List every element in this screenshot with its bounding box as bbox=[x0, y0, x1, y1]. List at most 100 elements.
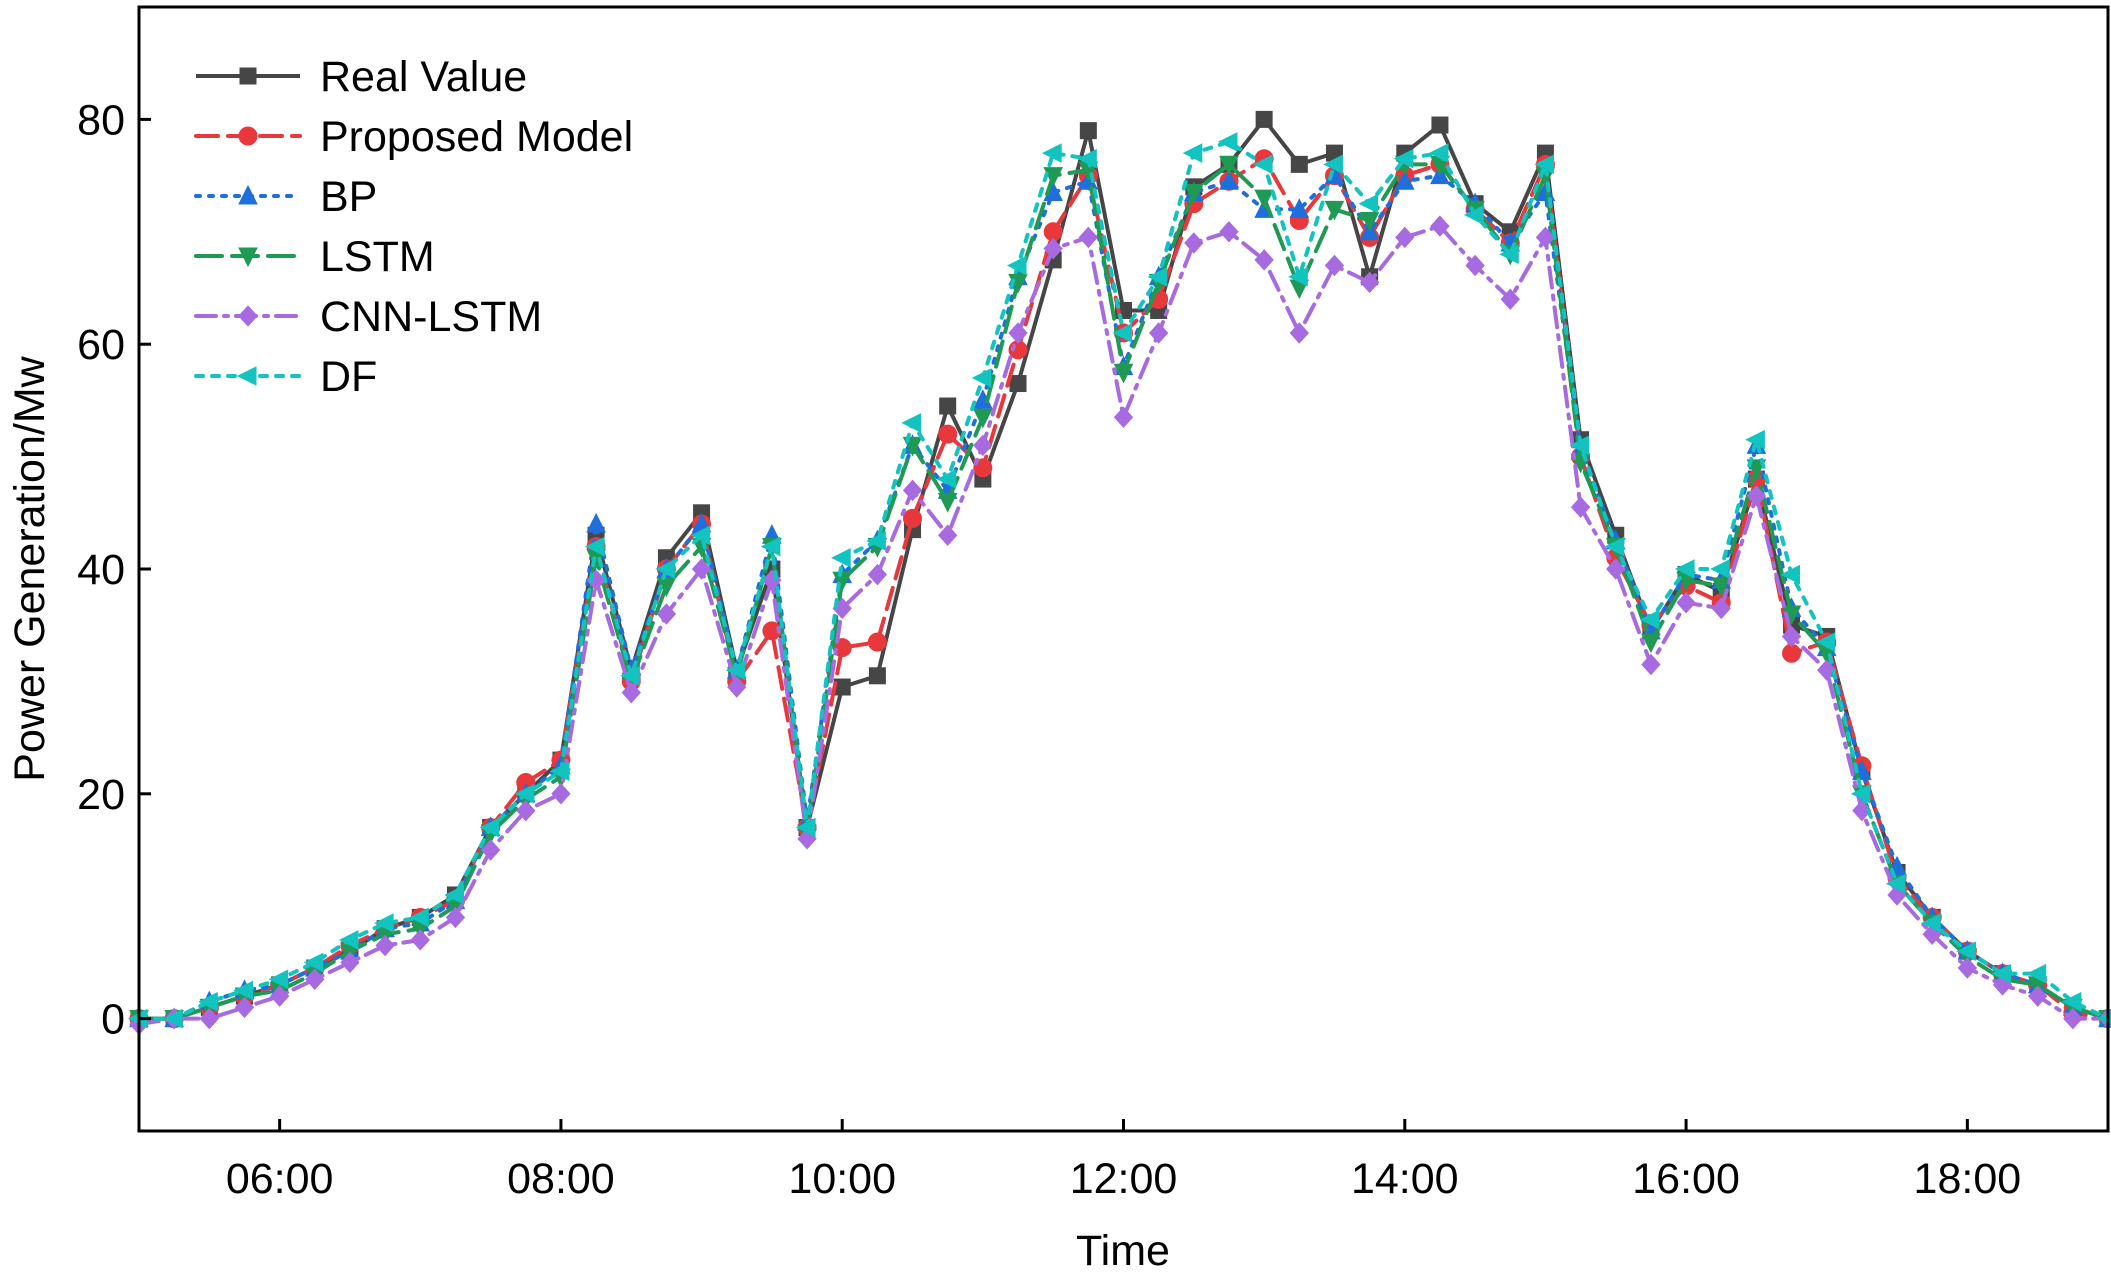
axis-ticks-layer: 06:00 08:00 10:00 12:00 14:00 16:00 18:00 0 20 40… bbox=[77, 96, 2021, 1203]
data-point-cnn-lstm bbox=[1219, 221, 1239, 243]
data-point-bp bbox=[1219, 170, 1239, 190]
data-point-df bbox=[1463, 205, 1484, 225]
data-point-df bbox=[1745, 429, 1765, 450]
data-point-cnn-lstm bbox=[234, 996, 255, 1019]
data-point-df bbox=[1288, 266, 1308, 287]
data-point-cnn-lstm bbox=[410, 929, 430, 951]
y-tick-label: 0 bbox=[101, 996, 125, 1044]
y-tick-label: 80 bbox=[77, 96, 125, 144]
data-point-lstm bbox=[1359, 212, 1380, 232]
x-tick-label: 18:00 bbox=[1914, 1155, 2022, 1203]
data-point-df bbox=[374, 913, 394, 933]
data-point-df bbox=[409, 907, 429, 928]
data-point-bp bbox=[1289, 198, 1310, 218]
data-point-cnn-lstm bbox=[1008, 322, 1028, 344]
data-point-real-value bbox=[868, 667, 886, 685]
legend-marker bbox=[236, 366, 257, 386]
data-point-cnn-lstm bbox=[973, 434, 993, 457]
legend-item-bp: BP bbox=[194, 173, 377, 221]
data-point-cnn-lstm bbox=[1781, 625, 1802, 648]
data-point-cnn-lstm bbox=[1957, 957, 1978, 979]
data-point-cnn-lstm bbox=[1500, 288, 1520, 310]
data-point-cnn-lstm bbox=[691, 558, 712, 580]
data-point-df bbox=[1182, 143, 1203, 163]
data-point-df bbox=[795, 817, 816, 838]
data-point-df bbox=[1534, 154, 1554, 175]
data-point-cnn-lstm bbox=[1676, 591, 1696, 614]
data-point-df bbox=[1639, 609, 1660, 630]
data-point-cnn-lstm bbox=[656, 603, 677, 625]
series-df bbox=[127, 132, 2111, 1029]
data-point-cnn-lstm bbox=[727, 676, 747, 698]
data-point-proposed-model bbox=[938, 424, 958, 444]
data-point-cnn-lstm bbox=[621, 681, 641, 704]
data-point-df bbox=[1006, 255, 1027, 276]
data-point-cnn-lstm bbox=[902, 479, 923, 502]
data-point-cnn-lstm bbox=[1711, 597, 1731, 620]
data-point-cnn-lstm bbox=[199, 1007, 219, 1030]
data-point-proposed-model bbox=[903, 508, 923, 528]
data-point-df bbox=[1710, 559, 1730, 579]
data-point-proposed-model bbox=[867, 632, 887, 652]
data-point-cnn-lstm bbox=[1570, 496, 1591, 518]
data-point-lstm bbox=[1254, 189, 1274, 210]
data-point-df bbox=[1393, 148, 1414, 169]
data-point-df bbox=[1956, 941, 1976, 961]
data-point-df bbox=[2026, 963, 2047, 984]
data-point-df bbox=[303, 952, 324, 973]
legend-marker bbox=[239, 67, 257, 85]
x-tick-label: 14:00 bbox=[1351, 1155, 1459, 1203]
data-point-df bbox=[514, 783, 535, 804]
data-point-cnn-lstm bbox=[1184, 232, 1204, 254]
data-point-df bbox=[831, 547, 851, 568]
data-point-lstm bbox=[1711, 577, 1732, 597]
y-axis-title: Power Generation/Mw bbox=[6, 355, 54, 781]
data-point-df bbox=[338, 930, 359, 950]
data-point-cnn-lstm bbox=[269, 985, 290, 1007]
legend-item-proposed-model: Proposed Model bbox=[194, 113, 633, 161]
x-tick-label: 06:00 bbox=[226, 1155, 334, 1203]
data-point-cnn-lstm bbox=[1817, 659, 1837, 681]
data-point-cnn-lstm bbox=[1746, 485, 1767, 507]
data-point-df bbox=[1147, 266, 1168, 287]
chart-marks-layer bbox=[127, 110, 2111, 1035]
data-point-df bbox=[1499, 244, 1519, 265]
data-point-cnn-lstm bbox=[1641, 653, 1661, 676]
data-point-cnn-lstm bbox=[340, 951, 360, 974]
data-point-bp bbox=[1394, 170, 1415, 190]
data-point-cnn-lstm bbox=[1606, 558, 1626, 580]
data-point-df bbox=[1604, 536, 1625, 557]
data-point-lstm bbox=[1113, 363, 1134, 384]
legend-marker bbox=[238, 126, 258, 146]
data-point-df bbox=[760, 536, 781, 557]
legend-label: CNN-LSTM bbox=[320, 293, 542, 341]
series-line-proposed-model bbox=[137, 156, 2110, 1021]
data-point-df bbox=[444, 885, 464, 905]
data-point-df bbox=[1323, 154, 1343, 175]
data-point-cnn-lstm bbox=[1852, 799, 1872, 822]
data-point-cnn-lstm bbox=[1359, 271, 1380, 294]
data-point-df bbox=[971, 368, 992, 388]
data-point-lstm bbox=[1184, 183, 1204, 204]
data-point-df bbox=[198, 991, 218, 1012]
data-point-real-value bbox=[1431, 116, 1449, 134]
data-point-df bbox=[725, 660, 746, 680]
legend-marker bbox=[238, 305, 258, 327]
data-point-df bbox=[1428, 143, 1449, 163]
plot-frame bbox=[137, 5, 2110, 1133]
data-point-cnn-lstm bbox=[1078, 226, 1099, 249]
legend: Real Value Proposed Model BP LSTM CNN-LSTM DF bbox=[194, 53, 633, 401]
data-point-cnn-lstm bbox=[445, 906, 466, 929]
data-point-df bbox=[936, 469, 957, 489]
data-point-df bbox=[655, 559, 675, 579]
series-proposed-model bbox=[129, 149, 2111, 1029]
data-point-lstm bbox=[1043, 167, 1063, 187]
data-point-cnn-lstm bbox=[1254, 249, 1274, 271]
data-point-cnn-lstm bbox=[2028, 985, 2048, 1007]
data-point-cnn-lstm bbox=[375, 934, 395, 957]
data-point-df bbox=[901, 413, 922, 433]
legend-label: BP bbox=[320, 173, 377, 221]
data-point-df bbox=[1921, 913, 1941, 933]
data-point-df bbox=[1217, 132, 1238, 152]
data-point-bp bbox=[586, 512, 606, 533]
